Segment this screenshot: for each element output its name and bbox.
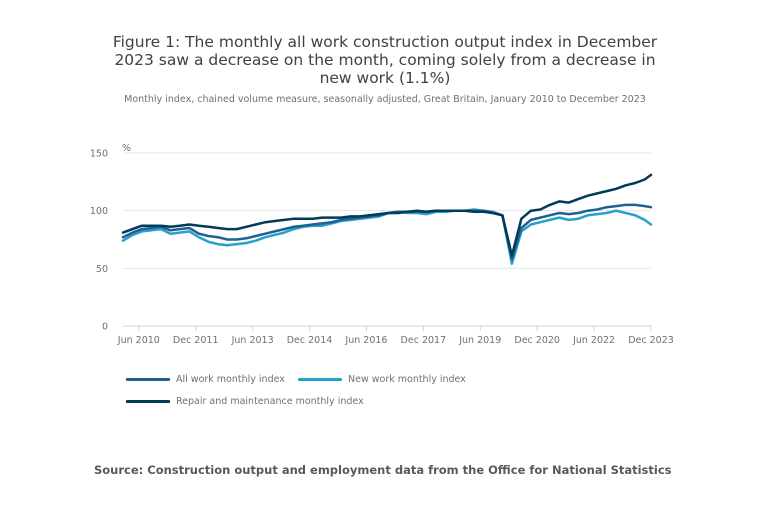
x-tick-label: Jun 2016 [344, 335, 387, 346]
series-lines [121, 173, 653, 265]
y-axis-ticks: 0 50 100 150 [90, 149, 108, 333]
y-axis-label: % [122, 143, 131, 154]
legend-swatch-new-work [298, 378, 342, 381]
legend-label: Repair and maintenance monthly index [176, 396, 364, 407]
x-tick-label: Jun 2013 [231, 335, 274, 346]
y-tick-label: 50 [96, 264, 108, 275]
y-tick-label: 150 [90, 149, 108, 160]
x-tick-label: Jun 2022 [572, 335, 615, 346]
legend-label: All work monthly index [176, 374, 285, 385]
x-tick-label: Dec 2011 [173, 335, 219, 346]
x-tick-label: Dec 2014 [287, 335, 333, 346]
grid-lines [123, 152, 651, 327]
legend-swatch-all-work [126, 378, 170, 381]
x-tick-label: Jun 2010 [117, 335, 160, 346]
legend-swatch-repair [126, 400, 170, 403]
x-tick-label: Jun 2019 [458, 335, 501, 346]
x-axis-ticks: Jun 2010 Dec 2011 Jun 2013 Dec 2014 Jun 2016… [117, 326, 674, 346]
source-note: Source: Construction output and employme… [94, 463, 672, 477]
legend-item-new-work: New work monthly index [298, 374, 466, 385]
x-tick-label: Dec 2017 [401, 335, 447, 346]
x-tick-label: Dec 2020 [514, 335, 560, 346]
y-tick-label: 0 [102, 322, 108, 333]
chart-subtitle: Monthly index, chained volume measure, s… [124, 94, 646, 105]
series-line-repair-and-maintenance-monthly-index [121, 173, 653, 257]
series-line-new-work-monthly-index [121, 208, 653, 265]
legend-item-repair: Repair and maintenance monthly index [126, 396, 364, 407]
x-tick-label: Dec 2023 [628, 335, 674, 346]
legend-item-all-work: All work monthly index [126, 374, 285, 385]
chart-title: Figure 1: The monthly all work construct… [112, 33, 658, 87]
y-tick-label: 100 [90, 206, 108, 217]
legend-label: New work monthly index [348, 374, 466, 385]
